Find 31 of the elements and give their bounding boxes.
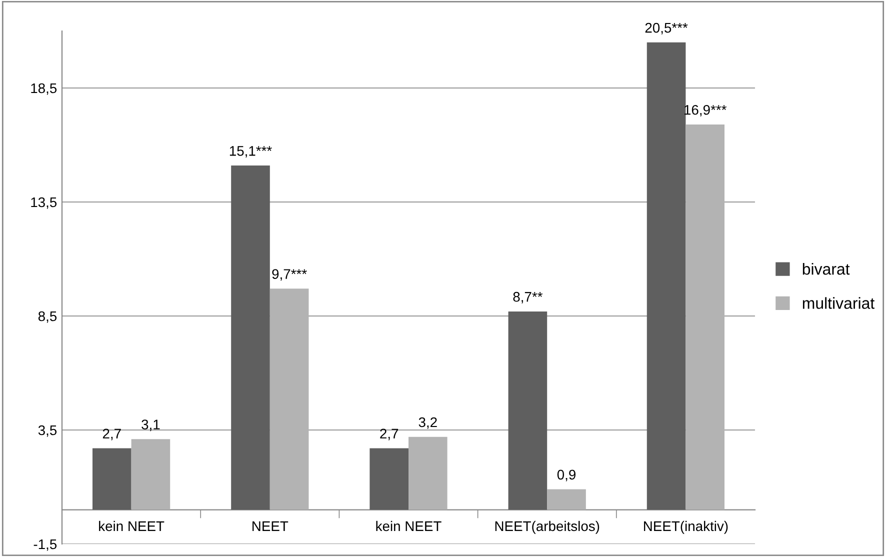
y-tick-label: 3,5 [38, 425, 57, 437]
bar [547, 489, 586, 510]
y-tick-label: 18,5 [31, 83, 57, 95]
data-label: 9,7*** [272, 269, 307, 281]
data-label: 3,2 [418, 417, 437, 429]
legend-label: bivarat [802, 263, 850, 275]
bar [231, 166, 270, 510]
x-tick-label: NEET(inaktiv) [644, 520, 728, 534]
y-tick-label: -1,5 [34, 539, 57, 551]
legend-label: multivariat [802, 297, 875, 309]
bar [408, 436, 448, 510]
data-label: 8,7** [513, 292, 543, 304]
bar [270, 288, 309, 510]
y-tick-label: 8,5 [38, 311, 57, 323]
data-label: 15,1*** [230, 146, 272, 158]
data-label: 3,1 [142, 420, 160, 432]
data-label: 2,7 [102, 428, 121, 440]
data-label: 2,7 [380, 428, 398, 440]
y-tick-label: 13,5 [31, 197, 57, 209]
x-tick-label: NEET(arbeitslos) [495, 520, 600, 534]
x-tick-label: kein NEET [376, 520, 442, 532]
bar [508, 311, 548, 510]
data-label: 20,5*** [645, 22, 688, 34]
x-tick-label: kein NEET [99, 520, 164, 532]
bar [92, 448, 132, 510]
bar [131, 439, 170, 510]
data-label: 0,9 [557, 470, 576, 482]
bar [646, 42, 686, 510]
x-tick-label: NEET [252, 521, 288, 531]
bar [686, 124, 725, 510]
bar [370, 448, 408, 510]
